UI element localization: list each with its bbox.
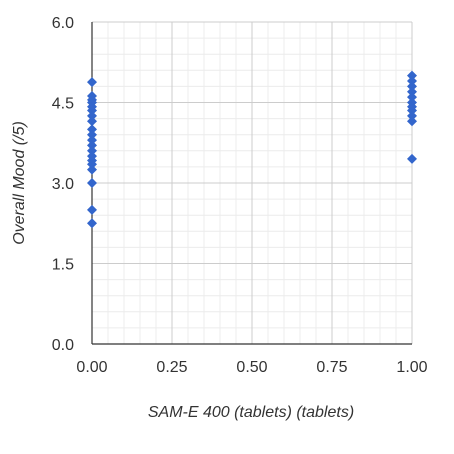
x-tick-label: 0.00 bbox=[76, 359, 107, 376]
data-point bbox=[87, 204, 97, 215]
data-point bbox=[407, 116, 417, 127]
data-point bbox=[407, 110, 417, 121]
y-tick-label: 1.5 bbox=[52, 257, 74, 274]
y-tick-label: 0.0 bbox=[52, 337, 74, 354]
x-tick-label: 0.50 bbox=[236, 359, 267, 376]
data-point bbox=[87, 129, 97, 140]
data-point bbox=[87, 159, 97, 170]
data-point bbox=[87, 77, 97, 88]
data-point bbox=[87, 110, 97, 121]
data-point bbox=[87, 145, 97, 156]
data-points bbox=[87, 70, 417, 229]
data-point bbox=[87, 116, 97, 127]
data-point bbox=[407, 76, 417, 87]
y-tick-label: 3.0 bbox=[52, 176, 74, 193]
x-tick-label: 1.00 bbox=[396, 359, 427, 376]
y-tick-label: 4.5 bbox=[52, 96, 74, 113]
data-point bbox=[407, 70, 417, 81]
data-point bbox=[87, 135, 97, 146]
data-point bbox=[87, 218, 97, 229]
data-point bbox=[407, 153, 417, 164]
data-point bbox=[407, 86, 417, 97]
x-axis-label: SAM-E 400 (tablets) (tablets) bbox=[148, 404, 354, 421]
data-point bbox=[87, 164, 97, 175]
y-axis-label: Overall Mood (/5) bbox=[11, 121, 28, 245]
y-tick-label: 6.0 bbox=[52, 15, 74, 32]
y-tick-labels: 0.0 1.5 3.0 4.5 6.0 bbox=[52, 15, 74, 354]
x-tick-label: 0.25 bbox=[156, 359, 187, 376]
data-point bbox=[87, 178, 97, 188]
data-point bbox=[407, 92, 417, 103]
data-point bbox=[407, 105, 417, 116]
data-point bbox=[87, 140, 97, 151]
data-point bbox=[407, 81, 417, 92]
data-point bbox=[87, 124, 97, 135]
data-point bbox=[87, 105, 97, 116]
x-tick-label: 0.75 bbox=[316, 359, 347, 376]
x-tick-labels: 0.00 0.25 0.50 0.75 1.00 bbox=[76, 359, 427, 376]
